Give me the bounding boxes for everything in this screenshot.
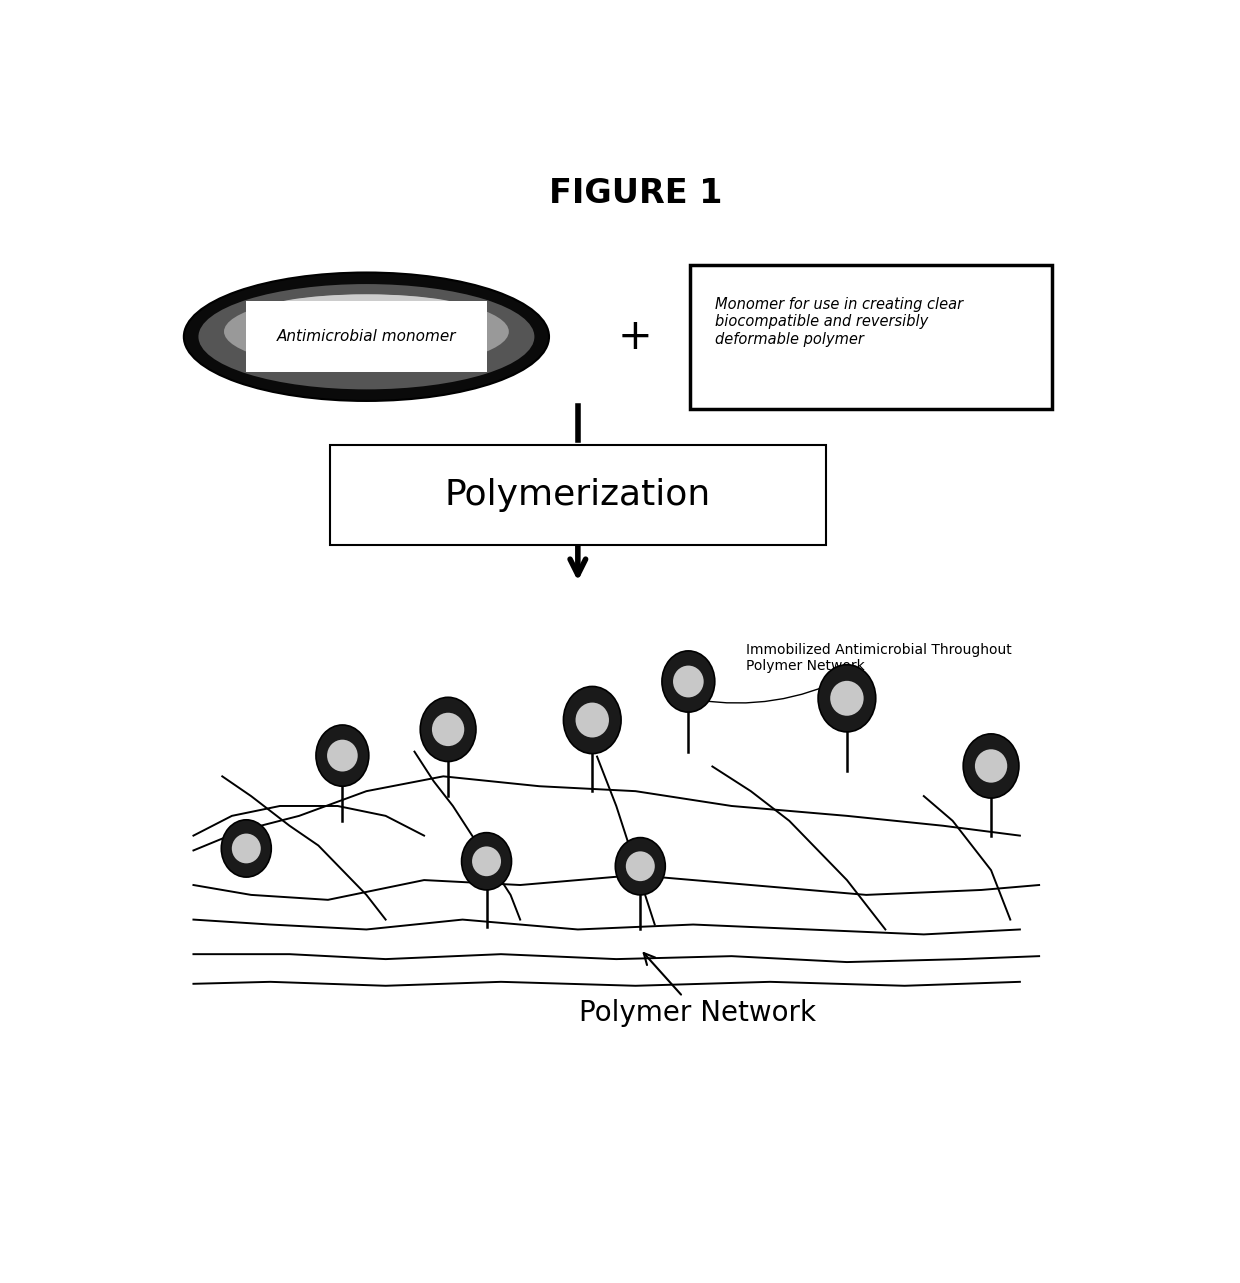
Ellipse shape bbox=[461, 833, 512, 890]
Text: Antimicrobial monomer: Antimicrobial monomer bbox=[277, 330, 456, 344]
FancyBboxPatch shape bbox=[247, 302, 486, 372]
Ellipse shape bbox=[673, 666, 703, 698]
Text: Polymerization: Polymerization bbox=[445, 477, 711, 512]
Ellipse shape bbox=[975, 749, 1007, 783]
Ellipse shape bbox=[257, 294, 476, 332]
Ellipse shape bbox=[963, 734, 1019, 798]
Text: Monomer for use in creating clear
biocompatible and reversibly
deformable polyme: Monomer for use in creating clear biocom… bbox=[715, 296, 963, 346]
Ellipse shape bbox=[327, 740, 357, 771]
Ellipse shape bbox=[184, 272, 549, 402]
Ellipse shape bbox=[224, 294, 508, 368]
Ellipse shape bbox=[615, 838, 666, 896]
Ellipse shape bbox=[563, 686, 621, 753]
Ellipse shape bbox=[818, 665, 875, 731]
Ellipse shape bbox=[232, 834, 260, 863]
Ellipse shape bbox=[831, 681, 863, 716]
Ellipse shape bbox=[198, 284, 534, 389]
Ellipse shape bbox=[420, 698, 476, 762]
Ellipse shape bbox=[432, 713, 464, 747]
Ellipse shape bbox=[662, 650, 714, 712]
Text: +: + bbox=[618, 316, 653, 358]
FancyBboxPatch shape bbox=[691, 264, 1052, 409]
Text: FIGURE 1: FIGURE 1 bbox=[549, 177, 722, 210]
Text: Polymer Network: Polymer Network bbox=[579, 953, 816, 1028]
FancyBboxPatch shape bbox=[330, 445, 826, 545]
Text: Immobilized Antimicrobial Throughout
Polymer Network: Immobilized Antimicrobial Throughout Pol… bbox=[697, 643, 1012, 703]
Ellipse shape bbox=[221, 820, 272, 878]
Ellipse shape bbox=[316, 725, 368, 786]
Ellipse shape bbox=[626, 852, 655, 881]
Ellipse shape bbox=[472, 847, 501, 876]
Ellipse shape bbox=[575, 703, 609, 738]
